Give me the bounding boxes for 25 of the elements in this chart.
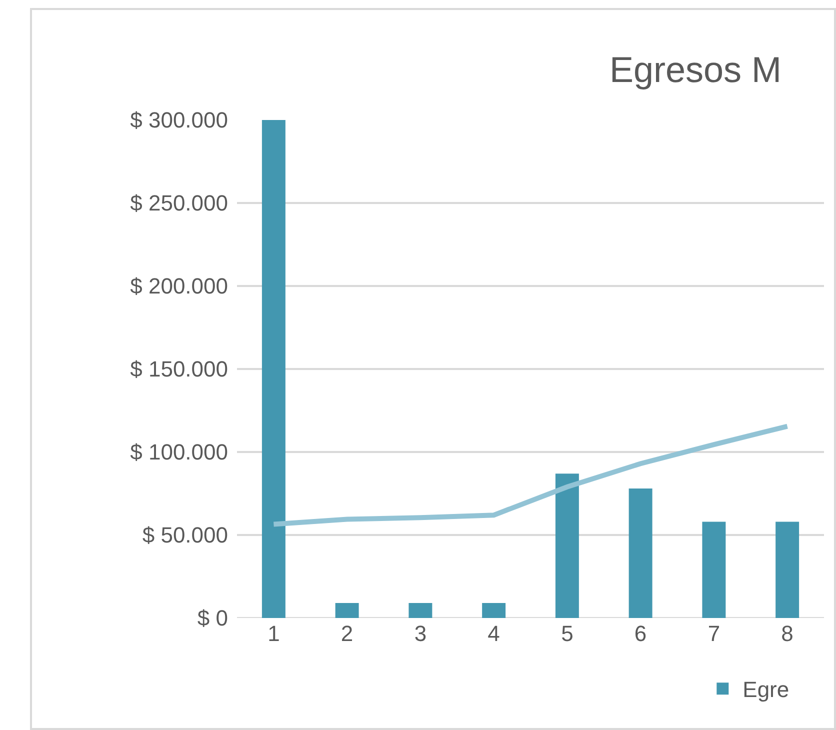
x-tick-label: 4 bbox=[488, 621, 500, 646]
bar bbox=[408, 603, 432, 618]
y-tick-label: $ 150.000 bbox=[130, 356, 228, 382]
x-tick-label: 6 bbox=[634, 621, 647, 646]
y-tick-label: $ 0 bbox=[197, 606, 228, 631]
x-tick-label: 1 bbox=[268, 621, 280, 646]
x-tick-label: 2 bbox=[340, 621, 354, 646]
y-tick-label: $ 250.000 bbox=[130, 190, 228, 216]
bar bbox=[776, 522, 800, 618]
bar bbox=[262, 120, 286, 618]
legend-label: Egre bbox=[742, 677, 790, 702]
bar bbox=[702, 522, 726, 618]
y-tick-label: $ 50.000 bbox=[142, 522, 228, 548]
bar bbox=[335, 603, 359, 618]
bar bbox=[555, 474, 579, 618]
x-tick-label: 3 bbox=[414, 621, 427, 646]
bar bbox=[482, 603, 506, 618]
y-tick-label: $ 100.000 bbox=[130, 440, 228, 465]
x-tick-label: 7 bbox=[708, 621, 720, 646]
x-tick-label: 8 bbox=[781, 621, 794, 646]
y-tick-label: $ 300.000 bbox=[130, 108, 228, 133]
chart-title: Egresos M bbox=[609, 48, 782, 90]
y-tick-label: $ 200.000 bbox=[130, 274, 228, 299]
bar bbox=[628, 488, 652, 618]
x-tick-label: 5 bbox=[561, 621, 574, 646]
